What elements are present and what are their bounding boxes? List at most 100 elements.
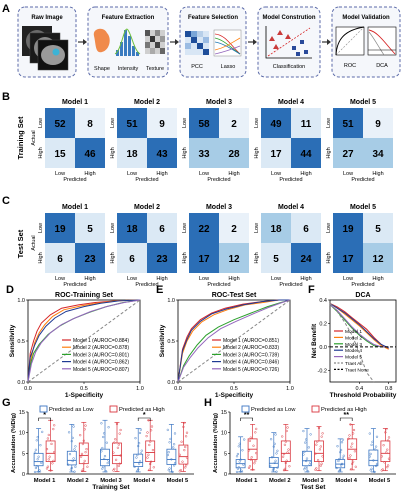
data-point	[73, 448, 76, 451]
matrix-cell-value: 9	[159, 119, 165, 130]
predicted-axis-label: Predicted	[279, 282, 302, 288]
legend-swatch	[241, 405, 250, 413]
data-point	[241, 449, 244, 452]
actual-high-tick: High	[182, 252, 188, 263]
matrix-cell	[189, 243, 219, 273]
matrix-cell-value: 34	[372, 149, 384, 160]
data-point	[269, 438, 273, 441]
matrix-cell	[291, 243, 321, 273]
panel-a: A Raw Image Feature Extraction	[2, 3, 401, 78]
data-point	[137, 444, 140, 448]
data-point	[248, 465, 252, 468]
matrix-cell-value: 9	[375, 119, 381, 130]
data-point	[354, 465, 357, 468]
data-point	[254, 459, 257, 463]
data-point	[335, 466, 338, 470]
data-point	[243, 438, 246, 441]
data-point	[168, 467, 171, 470]
data-point	[35, 439, 38, 442]
data-point	[184, 466, 187, 469]
matrix-cell-value: 52	[54, 119, 66, 130]
data-point	[315, 443, 318, 446]
matrix-cell-value: 2	[231, 119, 237, 130]
matrix-cell-value: 5	[273, 254, 279, 265]
predicted-low-tick: Low	[55, 171, 65, 177]
data-point	[284, 461, 287, 465]
matrix-cell-value: 51	[342, 119, 354, 130]
data-point	[167, 469, 170, 472]
box-iqr	[380, 440, 391, 462]
matrix-cell-value: 17	[270, 149, 282, 160]
data-point	[351, 460, 355, 463]
matrix-cell	[147, 213, 177, 243]
data-point	[178, 453, 181, 456]
matrix-cell	[117, 243, 147, 273]
workflow-arrowhead-3	[253, 39, 257, 45]
reference-line	[27, 299, 141, 383]
panel-letter-a: A	[2, 3, 10, 15]
actual-high-tick: High	[110, 147, 116, 158]
data-point	[349, 454, 352, 457]
actual-low-tick: Low	[182, 223, 188, 233]
legend-label: Model 4 (AUROC=0.846)	[223, 360, 279, 366]
data-point	[337, 459, 340, 463]
data-point	[183, 421, 186, 425]
data-point	[74, 445, 77, 448]
data-point	[275, 470, 278, 473]
significance-mark: **	[244, 412, 250, 419]
data-point	[47, 433, 50, 437]
matrix-cell	[75, 213, 105, 243]
y-tick-label: 0.0	[319, 345, 327, 351]
legend-label: Predicted as Low	[251, 407, 296, 413]
predicted-low-tick: Low	[343, 276, 353, 282]
data-point	[34, 448, 38, 451]
box-iqr	[133, 453, 144, 467]
box-iqr	[66, 450, 77, 466]
x-axis-label: Threshold Probability	[330, 392, 397, 399]
ct-slices-image	[22, 26, 69, 71]
matrix-cell	[75, 138, 105, 168]
predicted-low-tick: Low	[127, 276, 137, 282]
matrix-cell	[189, 108, 219, 138]
roc-training-chart: D ROC-Training Set 0.0 0.5 1.0 0.0 0.5 1.0 1-Spe…	[6, 284, 144, 399]
data-point	[105, 441, 108, 444]
model-title: Model 2	[134, 99, 160, 106]
legend-label: Model 2 (AUROC=0.833)	[223, 345, 279, 351]
data-point	[135, 456, 138, 459]
data-point	[339, 464, 343, 467]
data-point	[282, 469, 286, 472]
data-point	[84, 451, 87, 454]
data-point	[350, 467, 353, 471]
data-point	[304, 459, 308, 463]
data-point	[386, 439, 390, 442]
data-point	[307, 446, 310, 449]
predicted-high-tick: High	[300, 171, 311, 177]
data-point	[172, 443, 176, 446]
actual-low-tick: Low	[38, 118, 44, 128]
data-point	[79, 455, 83, 458]
data-point	[304, 438, 308, 441]
panel-letter: G	[2, 397, 11, 409]
data-point	[339, 448, 343, 452]
matrix-cell-value: 15	[54, 149, 66, 160]
data-point	[47, 458, 50, 461]
data-point	[348, 456, 351, 460]
reference-line	[177, 299, 291, 383]
y-tick-label: 10	[19, 431, 25, 437]
matrix-cell	[219, 213, 249, 243]
x-tick-label: 0.4	[356, 386, 364, 392]
data-point	[114, 438, 117, 441]
matrix-cell-value: 5	[87, 224, 93, 235]
data-point	[269, 464, 272, 468]
legend-label: Model 2 (AUROC=0.878)	[73, 345, 129, 351]
category-label: Model 4	[335, 478, 357, 484]
data-point	[386, 448, 389, 451]
data-point	[71, 436, 74, 440]
data-point	[276, 466, 279, 469]
data-point	[371, 440, 374, 443]
matrix-cell	[117, 108, 147, 138]
data-point	[117, 443, 120, 446]
box-iqr	[45, 440, 56, 462]
